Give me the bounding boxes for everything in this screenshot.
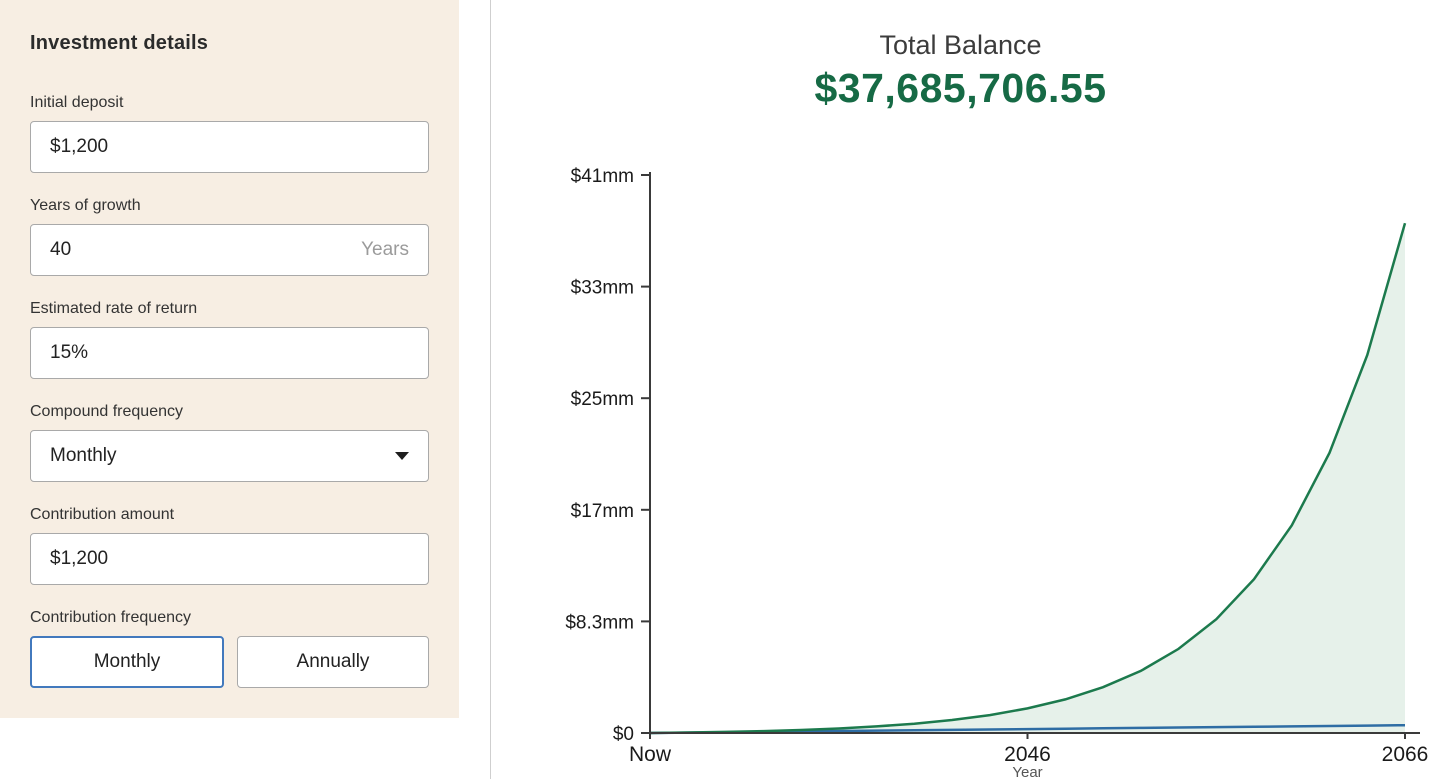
contribution-frequency-label: Contribution frequency [30,609,191,626]
compound-frequency-value: Monthly [50,445,117,466]
field-initial-deposit: Initial deposit [30,93,429,173]
field-contribution-frequency: Contribution frequency Monthly Annually [30,608,429,688]
svg-text:$33mm: $33mm [571,278,634,299]
rate-of-return-label: Estimated rate of return [30,300,198,317]
initial-deposit-input[interactable] [30,121,429,173]
contribution-amount-input[interactable] [30,533,429,585]
field-contribution-amount: Contribution amount [30,505,429,585]
field-rate-of-return: Estimated rate of return [30,299,429,379]
rate-of-return-input[interactable] [30,327,429,379]
svg-text:$25mm: $25mm [571,389,634,410]
svg-text:$8.3mm: $8.3mm [565,612,634,633]
svg-text:Year: Year [1012,764,1042,779]
panel-divider [490,0,491,779]
compound-frequency-select[interactable]: Monthly [30,430,429,482]
initial-deposit-label: Initial deposit [30,94,124,111]
total-balance-value: $37,685,706.55 [814,65,1107,111]
field-years-of-growth: Years of growth Years [30,196,429,276]
contribution-frequency-annually-button[interactable]: Annually [237,636,429,688]
svg-text:2046: 2046 [1004,743,1051,766]
svg-text:$0: $0 [613,724,634,745]
svg-text:Now: Now [629,743,672,766]
svg-text:$41mm: $41mm [571,166,634,187]
investment-details-panel: Investment details Initial deposit Years… [0,0,459,718]
contribution-frequency-monthly-button[interactable]: Monthly [30,636,224,688]
svg-text:2066: 2066 [1382,743,1429,766]
field-compound-frequency: Compound frequency Monthly [30,402,429,482]
chevron-down-icon [395,452,409,460]
chart-title: Total Balance [879,30,1042,60]
compound-frequency-label: Compound frequency [30,403,183,420]
years-of-growth-input[interactable] [30,224,429,276]
chart-area: Total Balance $37,685,706.55 $41mm $33mm $… [491,0,1430,779]
years-of-growth-label: Years of growth [30,197,141,214]
contribution-amount-label: Contribution amount [30,506,175,523]
svg-text:$17mm: $17mm [571,501,634,522]
panel-title: Investment details [30,32,209,54]
